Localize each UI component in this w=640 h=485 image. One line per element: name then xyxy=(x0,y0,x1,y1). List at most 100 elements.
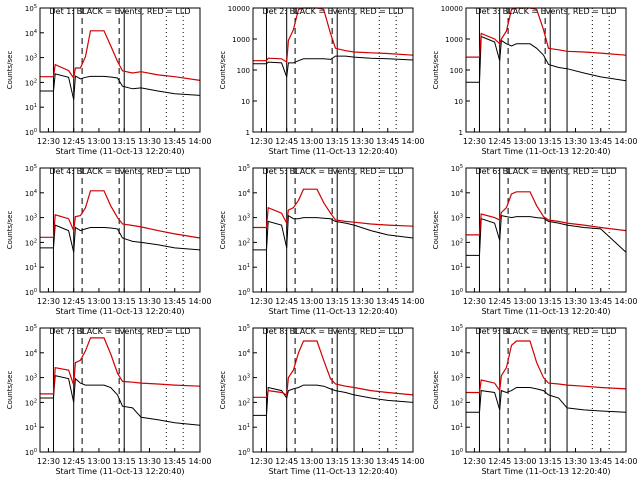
x-tick-label: 13:45 xyxy=(376,297,399,306)
x-tick-label: 13:15 xyxy=(113,457,136,466)
plot-frame xyxy=(252,7,414,133)
plot-frame xyxy=(39,167,201,293)
x-tick-label: 12:30 xyxy=(37,137,60,146)
x-tick-label: 13:00 xyxy=(87,457,110,466)
panel-det-9: 12:30 12:45 13:00 13:15 13:30 13:45 14:00 100 10… xyxy=(432,324,638,476)
x-tick-label: 13:30 xyxy=(138,457,161,466)
y-tick-label: 1 xyxy=(459,129,463,137)
x-tick-label: 13:00 xyxy=(300,457,323,466)
y-axis-label: Counts/sec xyxy=(6,371,14,410)
series-lld xyxy=(40,337,201,395)
y-tick-label: 100 xyxy=(451,448,463,457)
y-tick-label: 103 xyxy=(238,374,250,383)
y-tick-label: 10 xyxy=(454,98,463,106)
x-tick-label: 12:30 xyxy=(463,137,486,146)
x-tick-label: 13:15 xyxy=(326,137,349,146)
x-axis-label: Start Time (11-Oct-13 12:20:40) xyxy=(268,147,397,156)
y-tick-label: 104 xyxy=(25,29,37,38)
y-tick-label: 100 xyxy=(25,448,37,457)
y-tick-label: 105 xyxy=(25,4,37,13)
panel-title: Det 4: BLACK = Events, RED = LLD xyxy=(50,167,191,176)
x-tick-label: 12:45 xyxy=(275,137,298,146)
x-tick-label: 14:00 xyxy=(188,297,211,306)
panel-title: Det 8: BLACK = Events, RED = LLD xyxy=(263,327,404,336)
y-tick-label: 104 xyxy=(238,189,250,198)
x-tick-label: 13:45 xyxy=(376,137,399,146)
y-tick-label: 101 xyxy=(451,423,463,432)
x-tick-label: 12:45 xyxy=(488,457,511,466)
panel-det-6: 12:30 12:45 13:00 13:15 13:30 13:45 14:00 100 10… xyxy=(432,164,638,316)
x-tick-label: 12:45 xyxy=(62,457,85,466)
x-axis-label: Start Time (11-Oct-13 12:20:40) xyxy=(268,307,397,316)
y-tick-label: 101 xyxy=(25,263,37,272)
y-tick-label: 101 xyxy=(238,263,250,272)
x-axis-label: Start Time (11-Oct-13 12:20:40) xyxy=(268,467,397,476)
x-tick-label: 13:45 xyxy=(589,297,612,306)
y-tick-label: 1000 xyxy=(445,36,463,44)
y-tick-label: 103 xyxy=(451,374,463,383)
x-tick-label: 13:45 xyxy=(376,457,399,466)
y-tick-label: 10 xyxy=(241,98,250,106)
x-tick-label: 13:45 xyxy=(163,457,186,466)
x-tick-label: 13:15 xyxy=(113,137,136,146)
series-events xyxy=(40,224,201,253)
y-tick-label: 102 xyxy=(451,398,463,407)
x-tick-label: 13:30 xyxy=(564,137,587,146)
y-tick-label: 100 xyxy=(450,67,463,75)
y-tick-label: 102 xyxy=(238,398,250,407)
x-axis-label: Start Time (11-Oct-13 12:20:40) xyxy=(481,307,610,316)
y-axis-label: Counts/sec xyxy=(219,51,227,90)
series-events xyxy=(253,214,414,251)
x-tick-label: 13:45 xyxy=(163,297,186,306)
y-axis-label: Counts/sec xyxy=(6,211,14,250)
y-tick-label: 105 xyxy=(451,164,463,173)
x-tick-label: 13:30 xyxy=(351,457,374,466)
x-tick-label: 14:00 xyxy=(614,297,637,306)
x-tick-label: 13:00 xyxy=(513,297,536,306)
x-tick-label: 12:45 xyxy=(488,297,511,306)
y-tick-label: 10000 xyxy=(228,5,250,13)
panel-title: Det 5: BLACK = Events, RED = LLD xyxy=(263,167,404,176)
y-tick-label: 102 xyxy=(451,238,463,247)
x-tick-label: 13:30 xyxy=(351,297,374,306)
y-tick-label: 10000 xyxy=(441,5,463,13)
series-events xyxy=(253,55,414,78)
panel-title: Det 9: BLACK = Events, RED = LLD xyxy=(476,327,617,336)
y-tick-label: 105 xyxy=(238,324,250,333)
y-tick-label: 104 xyxy=(238,349,250,358)
y-tick-label: 102 xyxy=(25,238,37,247)
y-tick-label: 100 xyxy=(25,288,37,297)
y-axis-label: Counts/sec xyxy=(219,371,227,410)
y-tick-label: 100 xyxy=(238,448,250,457)
x-tick-label: 12:30 xyxy=(463,457,486,466)
series-lld xyxy=(466,340,627,394)
plot-frame xyxy=(465,7,627,133)
panel-title: Det 3: BLACK = Events, RED = LLD xyxy=(476,7,617,16)
x-tick-label: 13:15 xyxy=(539,297,562,306)
x-tick-label: 13:00 xyxy=(513,457,536,466)
panel-det-5: 12:30 12:45 13:00 13:15 13:30 13:45 14:00 100 10… xyxy=(219,164,425,316)
x-tick-label: 13:30 xyxy=(138,137,161,146)
x-tick-label: 13:45 xyxy=(589,137,612,146)
plot-frame xyxy=(252,167,414,293)
y-tick-label: 105 xyxy=(238,164,250,173)
y-tick-label: 103 xyxy=(238,214,250,223)
y-tick-label: 104 xyxy=(25,349,37,358)
series-lld xyxy=(253,7,414,64)
x-tick-label: 13:15 xyxy=(539,137,562,146)
x-tick-label: 12:45 xyxy=(488,137,511,146)
panel-det-7: 12:30 12:45 13:00 13:15 13:30 13:45 14:00 100 10… xyxy=(6,324,212,476)
y-tick-label: 102 xyxy=(25,78,37,87)
panel-title: Det 2: BLACK = Events, RED = LLD xyxy=(263,7,404,16)
x-tick-label: 12:45 xyxy=(275,297,298,306)
x-tick-label: 13:15 xyxy=(539,457,562,466)
y-tick-label: 103 xyxy=(25,214,37,223)
y-tick-label: 102 xyxy=(238,238,250,247)
x-tick-label: 13:30 xyxy=(138,297,161,306)
series-lld xyxy=(253,188,414,229)
x-tick-label: 13:00 xyxy=(300,297,323,306)
x-tick-label: 13:45 xyxy=(589,457,612,466)
panel-title: Det 6: BLACK = Events, RED = LLD xyxy=(476,167,617,176)
y-tick-label: 105 xyxy=(25,164,37,173)
